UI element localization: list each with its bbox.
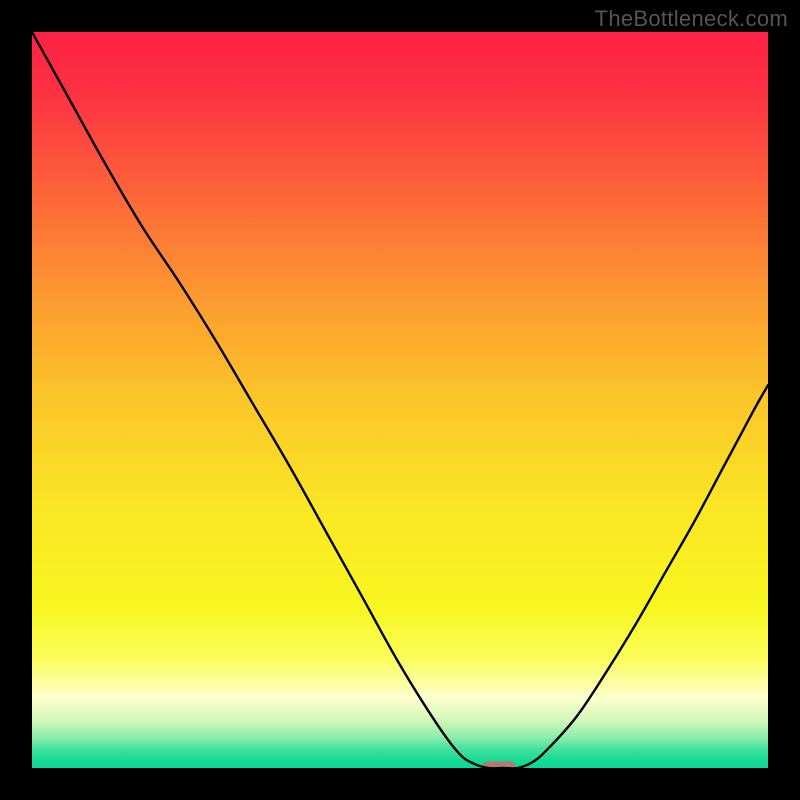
gradient-background (32, 32, 768, 768)
plot-area (32, 32, 768, 768)
watermark-text: TheBottleneck.com (595, 6, 788, 32)
chart-svg (32, 32, 768, 768)
chart-container: TheBottleneck.com (0, 0, 800, 800)
